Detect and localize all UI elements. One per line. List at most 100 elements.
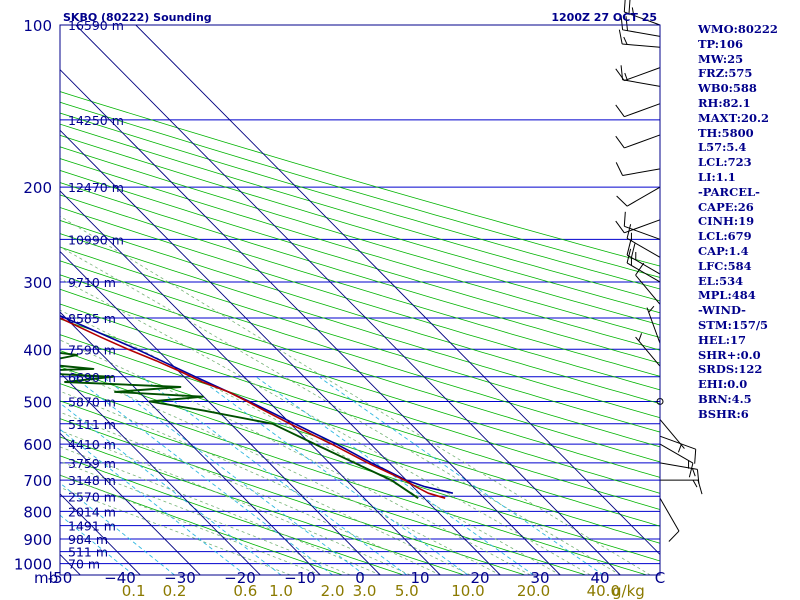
stat-line: TP:106	[698, 36, 744, 51]
stat-line: CAPE:26	[698, 199, 754, 214]
stat-line: L57:5.4	[698, 140, 747, 155]
isotherm-line	[75, 25, 621, 575]
stat-line: WB0:588	[698, 81, 757, 96]
dry-adiabat	[60, 194, 660, 377]
sounding-traces	[60, 314, 454, 499]
wind-barb	[616, 186, 661, 207]
temp-tick-label: -50	[48, 569, 73, 587]
wind-barb	[659, 443, 694, 478]
mixing-ratio-label: 40.0	[587, 582, 620, 600]
isotherm-line	[0, 25, 20, 575]
height-label: 7590 m	[68, 342, 116, 357]
dry-adiabat	[60, 318, 660, 510]
pressure-label: 800	[23, 503, 52, 521]
mixing-ratio-label: 20.0	[517, 582, 550, 600]
moist-adiabat	[60, 411, 441, 575]
dry-adiabat	[60, 169, 660, 351]
stat-line: -WIND-	[698, 303, 746, 318]
stat-line: MAXT:20.2	[698, 110, 769, 125]
stat-line: EHI:0.0	[698, 377, 748, 392]
height-label: 984 m	[68, 532, 108, 547]
height-label: 1491 m	[68, 519, 116, 534]
wind-barb	[626, 224, 661, 258]
stat-line: EL:534	[698, 273, 744, 288]
height-label: 14250 m	[68, 113, 124, 128]
stat-line: CAP:1.4	[698, 243, 749, 258]
dry-adiabat	[60, 101, 660, 278]
dry-adiabat	[60, 303, 660, 494]
isotherm-line	[60, 372, 261, 575]
wind-barb	[618, 29, 661, 48]
height-label: 2570 m	[68, 489, 116, 504]
temp-tick-label: −10	[284, 569, 316, 587]
wind-barb	[646, 305, 661, 344]
pressure-label: 300	[23, 274, 52, 292]
pressure-label: 200	[23, 179, 52, 197]
dry-adiabat	[60, 207, 660, 391]
stat-line: MW:25	[698, 51, 744, 66]
temp-tick-label: 20	[470, 569, 489, 587]
moist-adiabat	[60, 430, 411, 575]
pressure-label: 1000	[14, 556, 52, 574]
wind-barb	[635, 262, 661, 305]
temp-tick-label: 40	[590, 569, 609, 587]
isotherms	[0, 25, 660, 575]
wind-barb	[615, 134, 661, 149]
dry-adiabat	[60, 112, 660, 290]
stat-line: WMO:80222	[698, 22, 778, 36]
isotherm-line	[60, 190, 441, 575]
height-label: 12470 m	[68, 180, 124, 195]
valid-time: 1200Z 27 OCT 25	[551, 11, 657, 24]
isotherm-line	[60, 432, 201, 575]
dry-adiabat	[60, 260, 660, 448]
mixing-ratio-label: 5.0	[395, 582, 419, 600]
pressure-label: 100	[23, 17, 52, 35]
height-label: 5870 m	[68, 394, 116, 409]
pressure-label: 500	[23, 393, 52, 411]
parcel-trace	[60, 314, 454, 494]
mixing-ratio-line	[318, 376, 604, 575]
height-label: 70 m	[68, 557, 100, 572]
wind-barb	[615, 219, 661, 234]
temp-tick-label: −20	[224, 569, 256, 587]
dry-adiabat	[60, 182, 660, 364]
stat-line: CINH:19	[698, 214, 755, 229]
height-label: 10990 m	[68, 232, 124, 247]
plot-border	[59, 24, 661, 576]
dry-adiabat	[60, 233, 660, 419]
wind-barb	[620, 65, 661, 87]
wind-barb	[623, 0, 661, 26]
wind-barb	[615, 103, 661, 118]
wind-barb	[626, 240, 661, 275]
mixing-ratio-line	[73, 376, 333, 575]
wind-barb	[659, 419, 685, 453]
moist-adiabats	[60, 215, 651, 575]
mixing-ratio-label: 0.2	[163, 582, 187, 600]
mixing-ratio-label: 0.6	[233, 582, 257, 600]
stat-line: SHR+:0.0	[698, 347, 761, 362]
stat-line: LCL:723	[698, 155, 752, 170]
stat-line: SRDS:122	[698, 362, 763, 377]
mixing-ratio-label: 3.0	[353, 582, 377, 600]
mixing-ratio-line	[60, 402, 282, 575]
stat-line: STM:157/5	[698, 317, 769, 332]
dry-adiabat	[60, 220, 660, 405]
mixing-ratio-line	[196, 376, 469, 575]
dry-adiabat	[60, 134, 660, 314]
height-label: 4410 m	[68, 437, 116, 452]
stat-line: FRZ:575	[698, 66, 753, 81]
wind-barb	[615, 162, 661, 176]
wind-barb	[620, 15, 661, 37]
wind-barb	[635, 333, 661, 367]
mixing-ratio-line	[60, 514, 134, 575]
pressure-label: 700	[23, 472, 52, 490]
dry-adiabat	[60, 436, 465, 575]
moist-adiabat	[60, 446, 381, 575]
height-label: 3148 m	[68, 473, 116, 488]
isotherm-line	[60, 250, 381, 575]
mixing-ratio-label: 0.1	[122, 582, 146, 600]
dry-adiabat	[60, 288, 660, 478]
temperature-trace	[60, 317, 446, 499]
wind-barb	[659, 435, 697, 464]
